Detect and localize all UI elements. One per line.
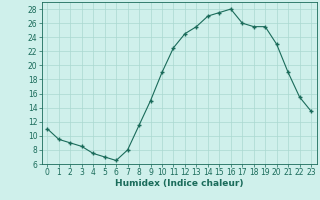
X-axis label: Humidex (Indice chaleur): Humidex (Indice chaleur) [115, 179, 244, 188]
